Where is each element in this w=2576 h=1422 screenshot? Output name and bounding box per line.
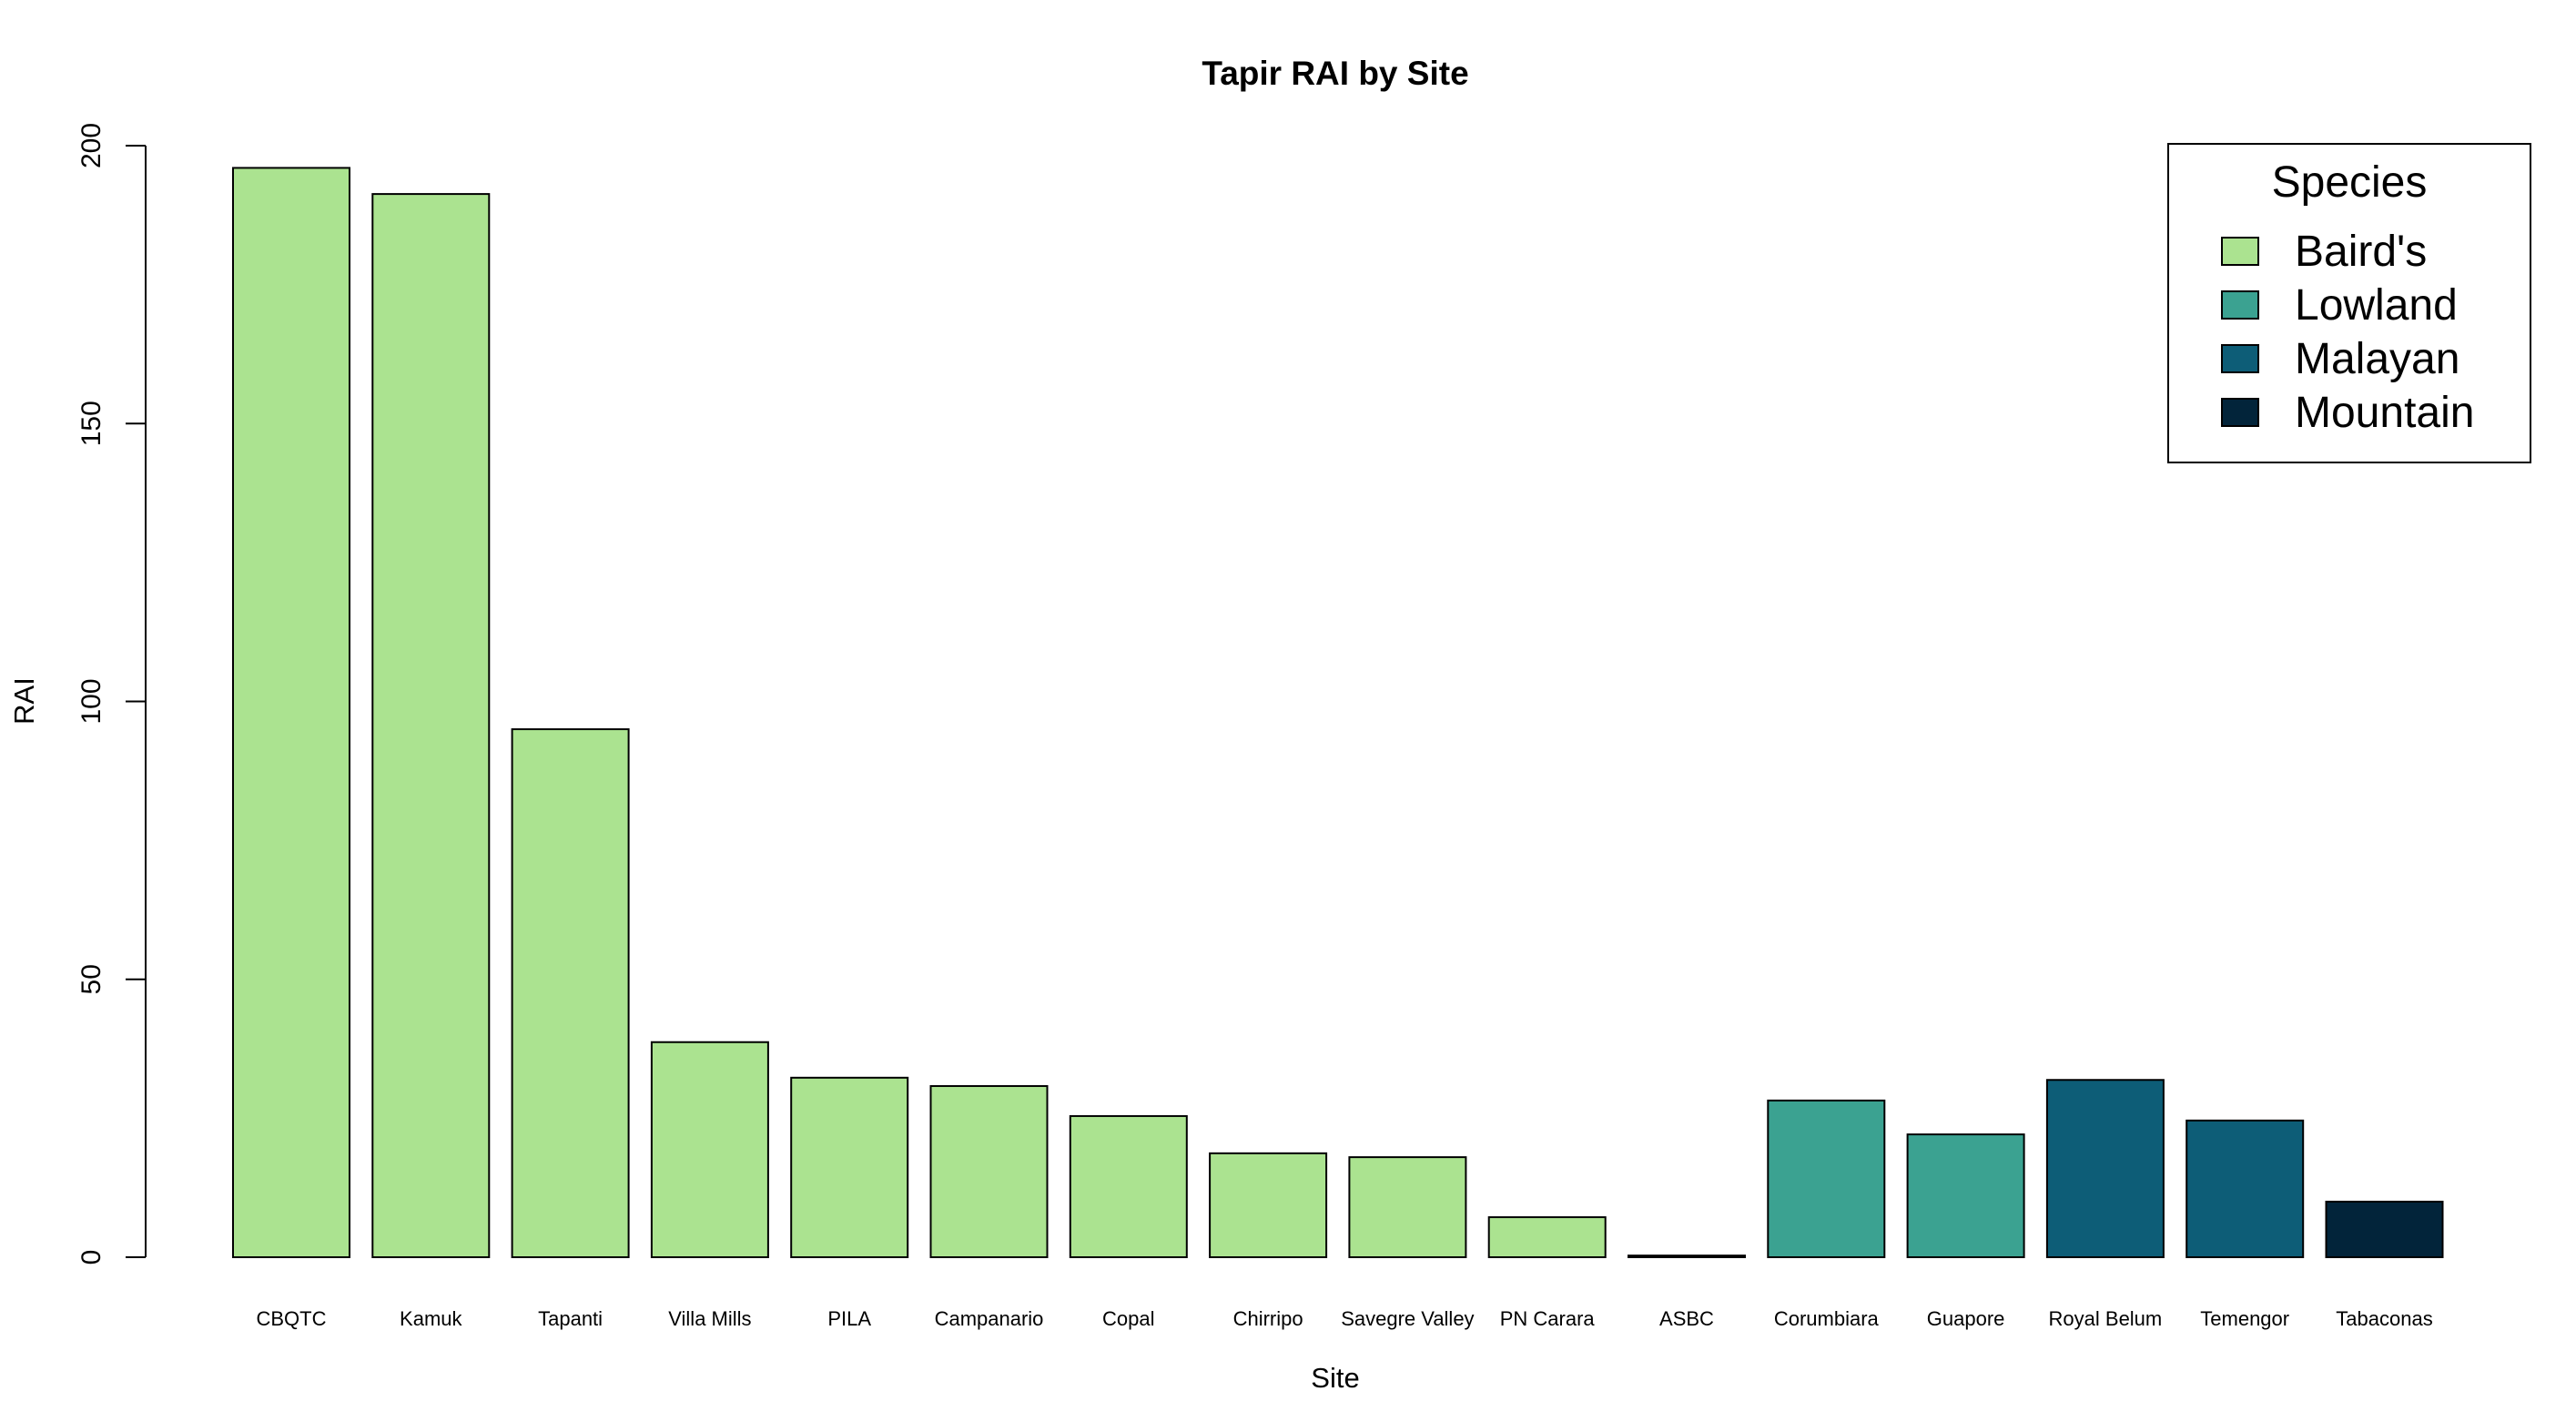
bar bbox=[2045, 1079, 2165, 1258]
x-axis-label: Site bbox=[1311, 1362, 1359, 1394]
bar bbox=[371, 193, 491, 1258]
bar bbox=[790, 1076, 909, 1258]
x-tick-label: PILA bbox=[827, 1307, 871, 1330]
bar bbox=[1767, 1099, 1886, 1258]
x-tick-label: Savegre Valley bbox=[1341, 1307, 1474, 1330]
bar bbox=[511, 728, 630, 1258]
y-tick-label: 0 bbox=[76, 1250, 106, 1265]
x-tick-label: Tapanti bbox=[538, 1307, 603, 1330]
legend-swatch bbox=[2221, 398, 2259, 427]
bar bbox=[1348, 1156, 1467, 1258]
legend-swatch bbox=[2221, 290, 2259, 320]
bar bbox=[1209, 1152, 1328, 1259]
x-tick-label: Copal bbox=[1102, 1307, 1154, 1330]
legend-entry-label: Baird's bbox=[2295, 228, 2427, 276]
x-tick-label: PN Carara bbox=[1500, 1307, 1596, 1330]
x-tick-label: CBQTC bbox=[257, 1307, 327, 1330]
legend: Species Baird's Lowland Malayan Mountain bbox=[2167, 143, 2531, 463]
legend-swatch bbox=[2221, 344, 2259, 373]
bar bbox=[1487, 1216, 1607, 1258]
bar bbox=[1628, 1254, 1746, 1258]
x-tick-label: Temengor bbox=[2200, 1307, 2289, 1330]
bar bbox=[1906, 1133, 2025, 1258]
legend-entry-label: Mountain bbox=[2295, 389, 2474, 437]
y-axis-label: RAI bbox=[8, 677, 40, 725]
bar bbox=[650, 1041, 769, 1258]
x-tick-label: ASBC bbox=[1659, 1307, 1714, 1330]
bar bbox=[232, 167, 350, 1258]
bar bbox=[2325, 1200, 2444, 1258]
y-tick-label: 50 bbox=[76, 964, 106, 994]
x-tick-label: Chirripo bbox=[1233, 1307, 1303, 1330]
y-axis: 0 50 100 150 200 bbox=[76, 123, 147, 1265]
category-labels: CBQTC Kamuk Tapanti Villa Mills PILA Campanar… bbox=[257, 1307, 2433, 1330]
x-tick-label: Royal Belum bbox=[2049, 1307, 2163, 1330]
bar bbox=[2186, 1119, 2305, 1259]
chart-title: Tapir RAI by Site bbox=[1202, 55, 1468, 92]
legend-entry-label: Malayan bbox=[2295, 335, 2459, 383]
x-tick-label: Guapore bbox=[1927, 1307, 2005, 1330]
legend-swatch bbox=[2221, 237, 2259, 266]
x-tick-label: Campanario bbox=[935, 1307, 1044, 1330]
y-tick-label: 100 bbox=[76, 678, 106, 724]
x-tick-label: Corumbiara bbox=[1774, 1307, 1880, 1330]
legend-entry-label: Lowland bbox=[2295, 281, 2458, 330]
y-tick-label: 200 bbox=[76, 123, 106, 168]
bar bbox=[1069, 1114, 1188, 1258]
legend-entries: Baird's Lowland Malayan Mountain bbox=[2221, 228, 2474, 437]
bars-group bbox=[232, 167, 2444, 1259]
x-tick-label: Kamuk bbox=[400, 1307, 462, 1330]
y-tick-label: 150 bbox=[76, 401, 106, 446]
legend-title: Species bbox=[2272, 158, 2428, 207]
x-tick-label: Tabaconas bbox=[2336, 1307, 2432, 1330]
bar bbox=[929, 1084, 1049, 1258]
x-tick-label: Villa Mills bbox=[668, 1307, 751, 1330]
